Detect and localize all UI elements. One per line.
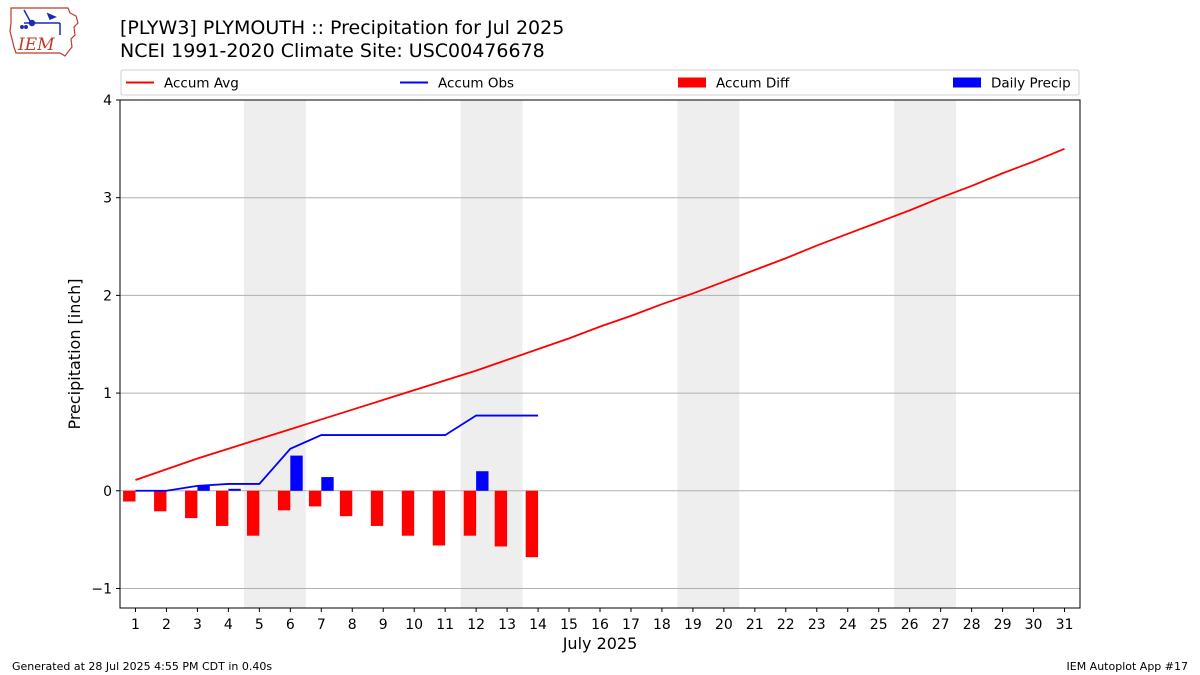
x-tick-label: 17 bbox=[622, 617, 640, 633]
accum-obs-line bbox=[135, 414, 539, 492]
x-tick-label: 7 bbox=[317, 617, 326, 633]
x-tick-label: 4 bbox=[224, 617, 233, 633]
legend-label-accum-diff: Accum Diff bbox=[716, 76, 790, 92]
y-tick-label: 2 bbox=[103, 288, 112, 304]
accum-diff-bar bbox=[308, 490, 322, 507]
x-tick-label: 29 bbox=[994, 617, 1012, 633]
legend-label-accum-obs: Accum Obs bbox=[438, 76, 514, 92]
x-axis-label: July 2025 bbox=[562, 634, 638, 653]
x-tick-label: 3 bbox=[193, 617, 202, 633]
x-tick-label: 14 bbox=[529, 617, 547, 633]
x-tick-label: 20 bbox=[715, 617, 733, 633]
x-tick-label: 22 bbox=[777, 617, 795, 633]
weather-station-icon bbox=[20, 9, 61, 35]
daily-precip-bar bbox=[197, 485, 210, 491]
x-tick-label: 5 bbox=[255, 617, 264, 633]
accum-diff-bar bbox=[123, 490, 136, 502]
daily-precip-bar bbox=[290, 455, 303, 491]
x-tick-label: 28 bbox=[963, 617, 981, 633]
legend-label-accum-avg: Accum Avg bbox=[164, 76, 239, 92]
y-axis-label: Precipitation [inch] bbox=[65, 278, 84, 429]
legend-swatch-accum-diff bbox=[678, 77, 706, 88]
x-tick-label: 11 bbox=[436, 617, 454, 633]
x-tick-label: 9 bbox=[379, 617, 388, 633]
accum-diff-bar bbox=[185, 490, 198, 519]
chart-title: [PLYW3] PLYMOUTH :: Precipitation for Ju… bbox=[120, 17, 565, 39]
weekend-shade bbox=[677, 100, 740, 608]
y-tick-label: 3 bbox=[103, 191, 112, 207]
accum-diff-bar bbox=[401, 490, 415, 536]
x-tick-label: 2 bbox=[162, 617, 171, 633]
accum-diff-bar bbox=[277, 490, 291, 511]
daily-precip-bar bbox=[476, 471, 489, 491]
generated-timestamp: Generated at 28 Jul 2025 4:55 PM CDT in … bbox=[12, 660, 273, 673]
y-tick-label: 1 bbox=[103, 386, 112, 402]
accum-diff-bar bbox=[246, 490, 260, 536]
daily-precip-bar bbox=[228, 488, 241, 491]
x-tick-label: 30 bbox=[1025, 617, 1043, 633]
accum-diff-bar bbox=[432, 490, 446, 546]
x-tick-label: 19 bbox=[684, 617, 702, 633]
y-tick-label: 4 bbox=[103, 93, 112, 109]
x-tick-label: 31 bbox=[1056, 617, 1074, 633]
accum-diff-bar bbox=[216, 490, 229, 526]
x-tick-label: 26 bbox=[901, 617, 919, 633]
x-tick-label: 8 bbox=[348, 617, 357, 633]
x-tick-label: 10 bbox=[405, 617, 423, 633]
x-tick-label: 24 bbox=[839, 617, 857, 633]
x-tick-label: 16 bbox=[591, 617, 609, 633]
x-tick-label: 13 bbox=[498, 617, 516, 633]
x-tick-label: 23 bbox=[808, 617, 826, 633]
legend-swatch-daily-precip bbox=[953, 77, 981, 88]
accum-diff-bar bbox=[494, 490, 508, 547]
iowa-outline-icon bbox=[9, 7, 79, 57]
x-tick-label: 21 bbox=[746, 617, 764, 633]
x-tick-label: 25 bbox=[870, 617, 888, 633]
x-tick-label: 18 bbox=[653, 617, 671, 633]
app-identifier: IEM Autoplot App #17 bbox=[1066, 660, 1189, 673]
accum-diff-bar bbox=[463, 490, 477, 536]
y-tick-label: 0 bbox=[103, 484, 112, 500]
iem-logo-text: IEM bbox=[17, 35, 55, 55]
legend-label-daily-precip: Daily Precip bbox=[991, 76, 1071, 92]
chart-subtitle: NCEI 1991-2020 Climate Site: USC00476678 bbox=[120, 40, 545, 62]
daily-precip-bar bbox=[321, 477, 334, 491]
y-tick-label: −1 bbox=[91, 581, 112, 597]
x-tick-label: 12 bbox=[467, 617, 485, 633]
legend-box bbox=[120, 69, 1080, 96]
x-tick-label: 1 bbox=[131, 617, 140, 633]
accum-diff-bar bbox=[525, 490, 539, 558]
weekend-shade bbox=[894, 100, 957, 608]
iem-logo: IEM bbox=[9, 7, 79, 57]
x-tick-label: 6 bbox=[286, 617, 295, 633]
accum-diff-bar bbox=[370, 490, 384, 526]
x-tick-label: 15 bbox=[560, 617, 578, 633]
accum-diff-bar bbox=[339, 490, 353, 517]
accum-diff-bar bbox=[154, 490, 167, 512]
x-tick-label: 27 bbox=[932, 617, 950, 633]
accum-avg-line bbox=[135, 148, 1065, 481]
